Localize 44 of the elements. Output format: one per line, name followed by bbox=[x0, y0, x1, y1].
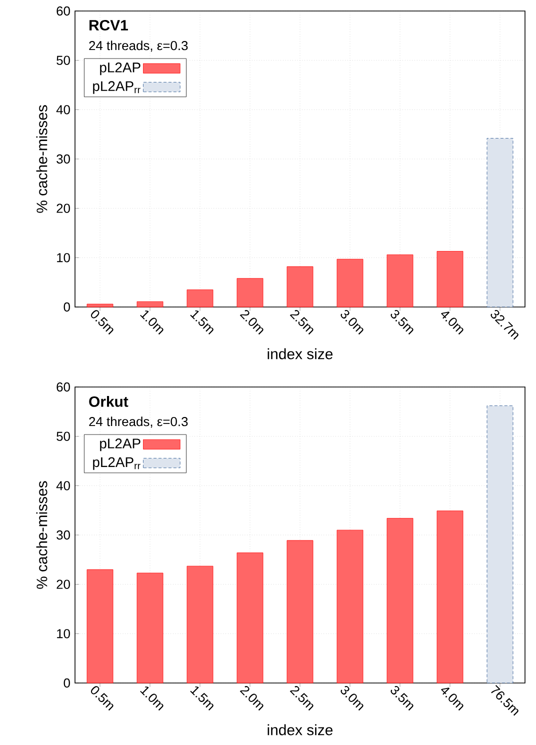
legend-label: pL2AP bbox=[100, 62, 140, 76]
chart-title: Orkut bbox=[89, 396, 128, 407]
bar bbox=[286, 540, 314, 684]
y-tick-label: 40 bbox=[56, 105, 70, 114]
bar bbox=[386, 254, 414, 308]
bar bbox=[436, 251, 464, 308]
bar bbox=[436, 510, 464, 684]
y-tick-label: 50 bbox=[56, 56, 70, 65]
y-tick-label: 10 bbox=[57, 253, 70, 262]
y-tick-label: 40 bbox=[56, 481, 70, 490]
bar bbox=[286, 266, 314, 308]
y-tick-label: 60 bbox=[56, 382, 70, 392]
y-axis-title: % cache-misses bbox=[36, 105, 48, 213]
x-axis-title: index size bbox=[268, 348, 333, 360]
bar bbox=[486, 138, 514, 308]
text: 24 threads, ε=0.3 bbox=[89, 40, 188, 52]
bar bbox=[336, 258, 364, 308]
bar bbox=[186, 566, 214, 684]
y-tick-label: 10 bbox=[57, 629, 70, 638]
bar bbox=[86, 569, 114, 684]
bar bbox=[236, 278, 264, 308]
legend-label: pL2AP$_{rr}$ bbox=[93, 457, 140, 470]
bar bbox=[486, 406, 514, 684]
y-tick-label: 20 bbox=[56, 204, 70, 213]
y-tick-label: 20 bbox=[56, 580, 70, 589]
y-axis-title: % cache-misses bbox=[36, 481, 48, 589]
bar bbox=[186, 290, 214, 308]
bar bbox=[386, 518, 414, 684]
y-tick-label: 0 bbox=[64, 678, 70, 688]
y-tick-label: 30 bbox=[56, 530, 70, 540]
y-tick-label: 30 bbox=[56, 154, 70, 164]
bar bbox=[136, 301, 164, 308]
legend-label: pL2AP$_{rr}$ bbox=[93, 81, 140, 94]
text: 24 threads, ε=0.3 bbox=[89, 416, 188, 428]
chart-title: RCV1 bbox=[90, 20, 128, 31]
bar bbox=[336, 530, 364, 684]
x-axis-title: index size bbox=[268, 724, 333, 736]
bar bbox=[86, 304, 114, 308]
bar bbox=[136, 572, 164, 684]
bar bbox=[236, 552, 264, 684]
y-tick-label: 0 bbox=[64, 302, 70, 312]
y-tick-label: 60 bbox=[56, 6, 70, 16]
legend-label: pL2AP bbox=[100, 438, 140, 452]
y-tick-label: 50 bbox=[56, 432, 70, 441]
